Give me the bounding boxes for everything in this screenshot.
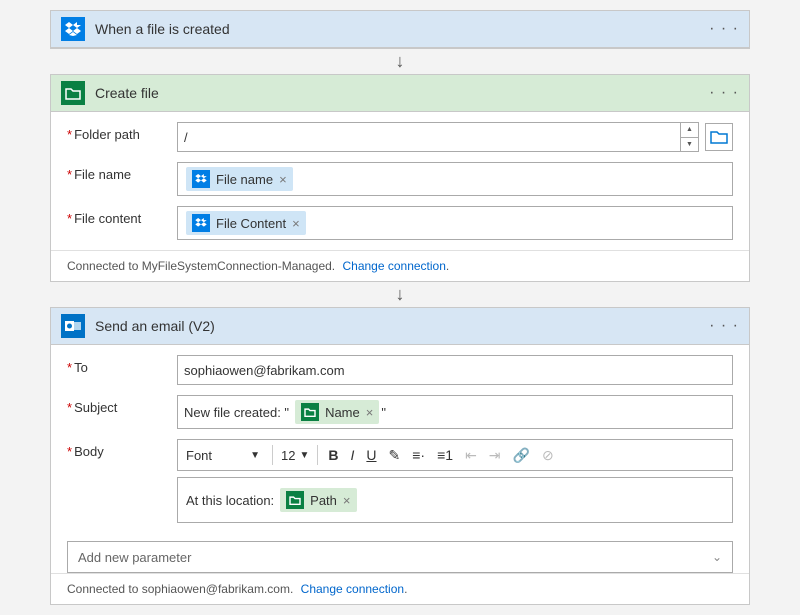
trigger-header[interactable]: When a file is created · · · [51,11,749,48]
trigger-menu-icon[interactable]: · · · [709,20,739,38]
send-email-menu-icon[interactable]: · · · [709,317,739,335]
file-content-input[interactable]: File Content × [177,206,733,240]
dropbox-icon [61,17,85,41]
create-file-menu-icon[interactable]: · · · [709,84,739,102]
file-content-token[interactable]: File Content × [186,211,306,235]
arrow-icon: ↓ [50,49,750,74]
create-file-footer: Connected to MyFileSystemConnection-Mana… [51,250,749,281]
subject-input[interactable]: New file created: " Name × " [177,395,733,429]
rich-text-toolbar: Font▼ 12▼ B I U ✎ ≡· ≡1 ⇤ ⇥ 🔗 ⊘ [177,439,733,471]
file-system-icon [301,403,319,421]
remove-token-icon[interactable]: × [366,405,374,420]
to-input[interactable]: sophiaowen@fabrikam.com [177,355,733,385]
size-select[interactable]: 12▼ [277,440,313,470]
chevron-down-icon: ⌄ [712,550,722,564]
bullet-list-button[interactable]: ≡· [406,447,431,463]
number-list-button[interactable]: ≡1 [431,447,459,463]
arrow-icon: ↓ [50,282,750,307]
italic-button[interactable]: I [345,447,361,463]
underline-button[interactable]: U [360,447,382,463]
outdent-button[interactable]: ⇤ [459,447,483,464]
file-name-label: File name [67,162,177,182]
send-email-header[interactable]: Send an email (V2) · · · [51,308,749,345]
send-email-title: Send an email (V2) [95,318,709,334]
font-select[interactable]: Font▼ [178,440,268,470]
link-button[interactable]: 🔗 [507,447,536,464]
create-file-card: Create file · · · Folder path / ▲▼ File … [50,74,750,282]
change-connection-link[interactable]: Change connection [301,582,404,596]
outlook-icon [61,314,85,338]
name-token[interactable]: Name × [295,400,379,424]
change-connection-link[interactable]: Change connection [342,259,445,273]
to-label: To [67,355,177,375]
file-name-input[interactable]: File name × [177,162,733,196]
folder-path-input[interactable]: / [177,122,681,152]
dropbox-icon [192,214,210,232]
remove-token-icon[interactable]: × [279,172,287,187]
path-token[interactable]: Path × [280,488,356,512]
send-email-card: Send an email (V2) · · · To sophiaowen@f… [50,307,750,605]
bold-button[interactable]: B [322,447,344,463]
create-file-header[interactable]: Create file · · · [51,75,749,112]
indent-button[interactable]: ⇥ [483,447,507,464]
remove-token-icon[interactable]: × [292,216,300,231]
file-content-label: File content [67,206,177,226]
folder-picker-icon[interactable] [705,123,733,151]
flow-designer: When a file is created · · · ↓ Create fi… [50,10,750,605]
dropbox-icon [192,170,210,188]
trigger-card[interactable]: When a file is created · · · [50,10,750,49]
file-system-icon [286,491,304,509]
create-file-title: Create file [95,85,709,101]
body-input[interactable]: At this location: Path × [177,477,733,523]
trigger-title: When a file is created [95,21,709,37]
add-parameter-select[interactable]: Add new parameter ⌄ [67,541,733,573]
folder-spinner[interactable]: ▲▼ [681,122,699,152]
body-label: Body [67,439,177,459]
send-email-footer: Connected to sophiaowen@fabrikam.com. Ch… [51,573,749,604]
file-system-icon [61,81,85,105]
unlink-button[interactable]: ⊘ [536,447,560,464]
remove-token-icon[interactable]: × [343,493,351,508]
subject-label: Subject [67,395,177,415]
file-name-token[interactable]: File name × [186,167,293,191]
highlight-button[interactable]: ✎ [383,447,407,464]
folder-path-label: Folder path [67,122,177,142]
